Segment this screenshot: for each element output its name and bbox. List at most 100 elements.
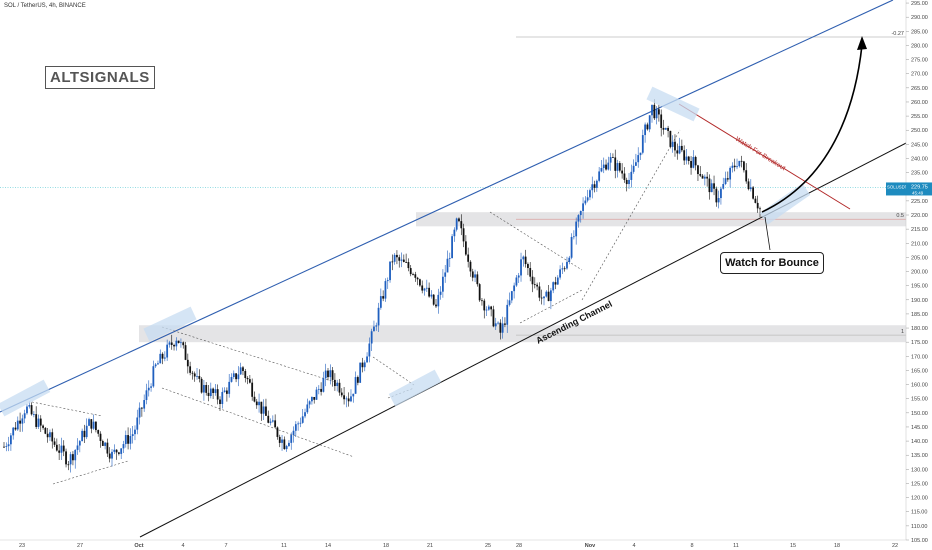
candle-body	[138, 407, 141, 418]
candle-body	[267, 415, 270, 423]
candle-body	[297, 423, 300, 425]
candle-body	[313, 396, 316, 400]
candle-body	[299, 422, 302, 424]
y-tick-label: 125.00	[911, 481, 928, 487]
candle-body	[28, 405, 31, 407]
candle-body	[694, 156, 697, 166]
y-tick-label: 225.00	[911, 199, 928, 205]
candle-body	[458, 218, 460, 222]
y-tick-label: 195.00	[911, 284, 928, 290]
candle-body	[175, 340, 178, 347]
candle-body	[51, 432, 54, 442]
candle-body	[262, 406, 265, 414]
current-price-value: 229.75	[911, 184, 928, 190]
candle-body	[230, 377, 233, 382]
candle-body	[747, 181, 750, 190]
candle-body	[575, 221, 578, 237]
candle-body	[396, 254, 398, 258]
candle-body	[517, 275, 520, 278]
candle-body	[386, 280, 389, 282]
touch-highlight	[0, 379, 51, 417]
candle-body	[265, 406, 267, 416]
candle-body	[168, 342, 171, 345]
candle-body	[154, 364, 157, 367]
candle-body	[58, 450, 61, 453]
pattern-trendline	[581, 129, 681, 301]
candle-body	[251, 382, 254, 397]
candle-body	[35, 414, 38, 427]
candle-body	[37, 418, 40, 427]
candle-body	[276, 427, 279, 437]
candle-body	[228, 381, 231, 394]
candle-body	[182, 342, 185, 346]
y-tick-label: 205.00	[911, 255, 928, 261]
candle-body	[669, 130, 672, 147]
candle-body	[150, 386, 152, 388]
candle-body	[398, 257, 401, 261]
candle-body	[193, 373, 196, 377]
candle-body	[134, 429, 136, 435]
candle-body	[140, 407, 143, 409]
candle-body	[508, 300, 511, 305]
candle-body	[687, 156, 690, 162]
candle-body	[352, 393, 355, 397]
candle-body	[19, 420, 21, 424]
candle-body	[288, 442, 290, 447]
candle-body	[14, 427, 17, 430]
candle-body	[664, 127, 667, 130]
candle-body	[547, 291, 550, 302]
candle-body	[409, 268, 412, 275]
candle-body	[184, 345, 187, 360]
candle-body	[492, 309, 495, 327]
candle-body	[60, 445, 63, 453]
candle-body	[166, 344, 169, 358]
candle-body	[706, 176, 709, 179]
candle-body	[196, 376, 198, 377]
candle-body	[186, 359, 189, 367]
candle-body	[710, 183, 713, 193]
bounce-pointer	[764, 216, 771, 251]
candle-body	[584, 200, 587, 204]
candle-body	[639, 152, 642, 156]
candle-body	[74, 449, 77, 461]
candle-body	[529, 268, 532, 277]
candle-body	[281, 439, 283, 443]
candle-body	[363, 362, 366, 368]
breakout-line	[678, 103, 851, 210]
candle-body	[292, 430, 295, 436]
candle-body	[690, 161, 692, 168]
candle-body	[605, 164, 607, 170]
candle-body	[46, 433, 49, 438]
candle-body	[83, 430, 86, 438]
candle-body	[632, 165, 635, 172]
candle-body	[255, 401, 258, 406]
candle-body	[42, 425, 44, 428]
candle-body	[538, 286, 541, 298]
candle-body	[39, 418, 42, 426]
y-tick-label: 175.00	[911, 340, 928, 346]
candle-body	[726, 178, 729, 180]
candle-body	[524, 256, 527, 265]
pattern-trendline	[161, 326, 339, 384]
candle-body	[582, 203, 584, 211]
current-price-countdown: 45:49	[912, 190, 924, 195]
x-tick-label: Oct	[134, 543, 143, 549]
candle-body	[453, 229, 456, 237]
y-tick-label: 155.00	[911, 397, 928, 403]
candle-body	[212, 388, 215, 393]
candle-body	[44, 427, 47, 434]
candle-body	[616, 163, 619, 171]
candle-body	[674, 141, 676, 151]
candle-body	[101, 440, 104, 446]
candle-body	[136, 417, 139, 430]
candle-body	[345, 398, 348, 400]
candle-body	[685, 156, 688, 161]
candle-body	[338, 382, 341, 393]
candle-body	[108, 453, 111, 459]
candle-body	[391, 261, 394, 263]
x-tick-label: 15	[790, 543, 796, 549]
candle-body	[124, 435, 127, 445]
candle-body	[354, 377, 357, 394]
y-tick-label: 200.00	[911, 270, 928, 276]
candle-body	[320, 388, 323, 392]
